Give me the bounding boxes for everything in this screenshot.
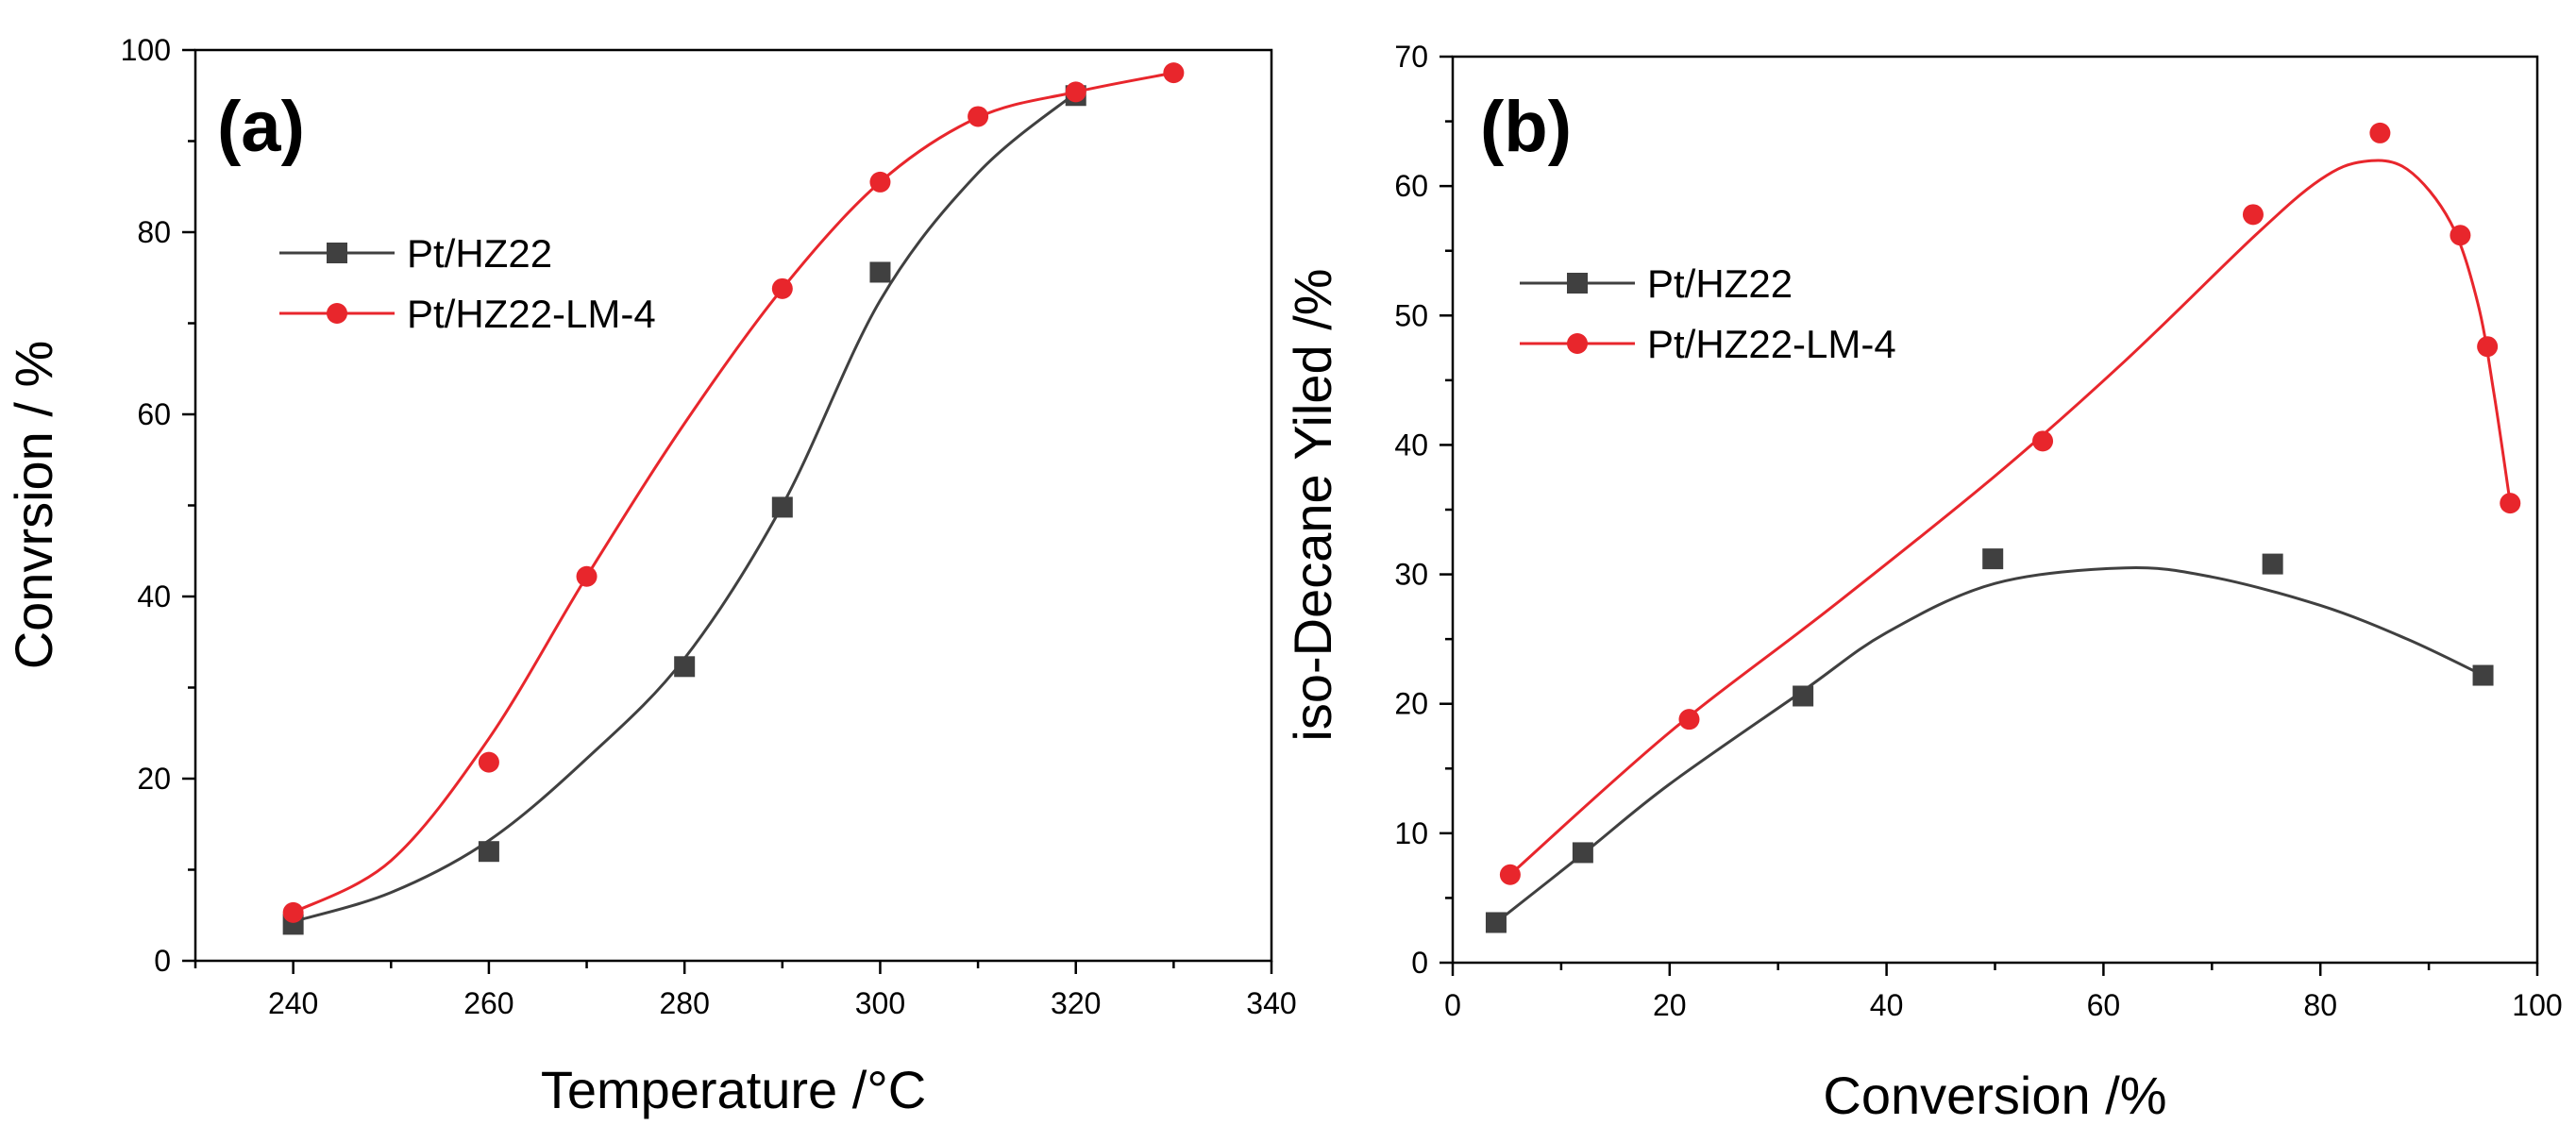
data-point-circle (1499, 864, 1521, 885)
data-point-square (478, 841, 499, 863)
data-point-square (869, 261, 891, 283)
data-point-circle (2032, 430, 2054, 452)
plot-frame (194, 48, 1273, 963)
data-point-circle (968, 106, 989, 127)
legend-label: Pt/HZ22-LM-4 (1647, 322, 1896, 366)
data-point-circle (2500, 493, 2521, 514)
data-point-circle (282, 901, 304, 923)
x-tick-label: 300 (855, 986, 905, 1020)
legend-label: Pt/HZ22 (407, 231, 552, 276)
x-tick-label: 0 (1444, 988, 1461, 1022)
y-tick-label: 10 (1394, 816, 1428, 850)
x-axis-title: Temperature /°C (541, 1060, 926, 1119)
data-point-square (2472, 664, 2494, 686)
y-tick-label: 50 (1394, 298, 1428, 332)
y-tick-label: 30 (1394, 558, 1428, 592)
data-point-circle (771, 277, 793, 299)
x-tick-label: 80 (2303, 988, 2337, 1022)
legend-marker-square (1567, 273, 1588, 294)
legend-marker-circle (1567, 333, 1588, 354)
y-tick-label: 100 (121, 33, 171, 67)
data-point-circle (2450, 225, 2471, 246)
y-axis-title: iso-Decane Yiled /% (1283, 268, 1342, 741)
chart-panel-a: 240 260 280 300 320 340 0 20 40 60 80 100 Temperatur… (4, 33, 1297, 1119)
x-tick-label: 280 (659, 986, 709, 1020)
y-tick-label: 70 (1394, 40, 1428, 74)
legend-label: Pt/HZ22-LM-4 (407, 292, 656, 336)
y-axis-title: Convrsion / % (4, 341, 63, 670)
data-point-circle (576, 565, 598, 587)
x-tick-label: 240 (268, 986, 318, 1020)
x-tick-label: 340 (1246, 986, 1296, 1020)
series-line-pt-hz22 (293, 92, 1077, 923)
panel-label: (a) (217, 87, 305, 167)
x-tick-label: 60 (2087, 988, 2121, 1022)
data-point-square (771, 496, 793, 518)
y-tick-label: 40 (137, 579, 171, 613)
x-tick-label: 40 (1870, 988, 1904, 1022)
data-point-square (1982, 548, 2004, 570)
panel-label: (b) (1480, 87, 1572, 167)
x-tick-label: 260 (463, 986, 514, 1020)
y-tick-label: 20 (137, 762, 171, 796)
x-axis-title: Conversion /% (1823, 1066, 2166, 1125)
data-point-circle (2242, 204, 2264, 226)
x-tick-label: 100 (2512, 988, 2562, 1022)
x-tick-label: 20 (1653, 988, 1687, 1022)
series-line-pt-hz22-lm-4 (1508, 159, 2512, 876)
data-point-square (2262, 553, 2283, 575)
legend-label: Pt/HZ22 (1647, 261, 1793, 306)
y-tick-label: 80 (137, 215, 171, 249)
y-tick-label: 20 (1394, 687, 1428, 721)
data-point-square (674, 656, 696, 678)
data-point-square (1572, 842, 1593, 864)
data-point-square (1485, 912, 1507, 933)
y-tick-label: 40 (1394, 428, 1428, 462)
x-tick-label: 320 (1051, 986, 1101, 1020)
legend-marker-square (327, 243, 347, 263)
data-point-circle (1065, 81, 1086, 103)
data-point-circle (478, 751, 499, 773)
series-line-pt-hz22-lm-4 (292, 71, 1174, 915)
data-point-circle (2477, 336, 2499, 358)
y-tick-label: 0 (154, 944, 171, 978)
data-point-circle (1678, 709, 1700, 731)
y-tick-label: 60 (137, 397, 171, 431)
chart-panel-b: 0 20 40 60 80 100 0 10 20 30 40 50 60 70 Conversion /%… (1283, 40, 2563, 1125)
series-line-pt-hz22 (1495, 566, 2484, 924)
y-tick-label: 60 (1394, 169, 1428, 203)
data-point-circle (2369, 122, 2391, 143)
data-point-circle (869, 171, 891, 193)
data-point-circle (1163, 62, 1185, 84)
y-tick-label: 0 (1411, 946, 1428, 980)
data-point-square (1793, 685, 1814, 707)
legend-marker-circle (327, 303, 347, 324)
